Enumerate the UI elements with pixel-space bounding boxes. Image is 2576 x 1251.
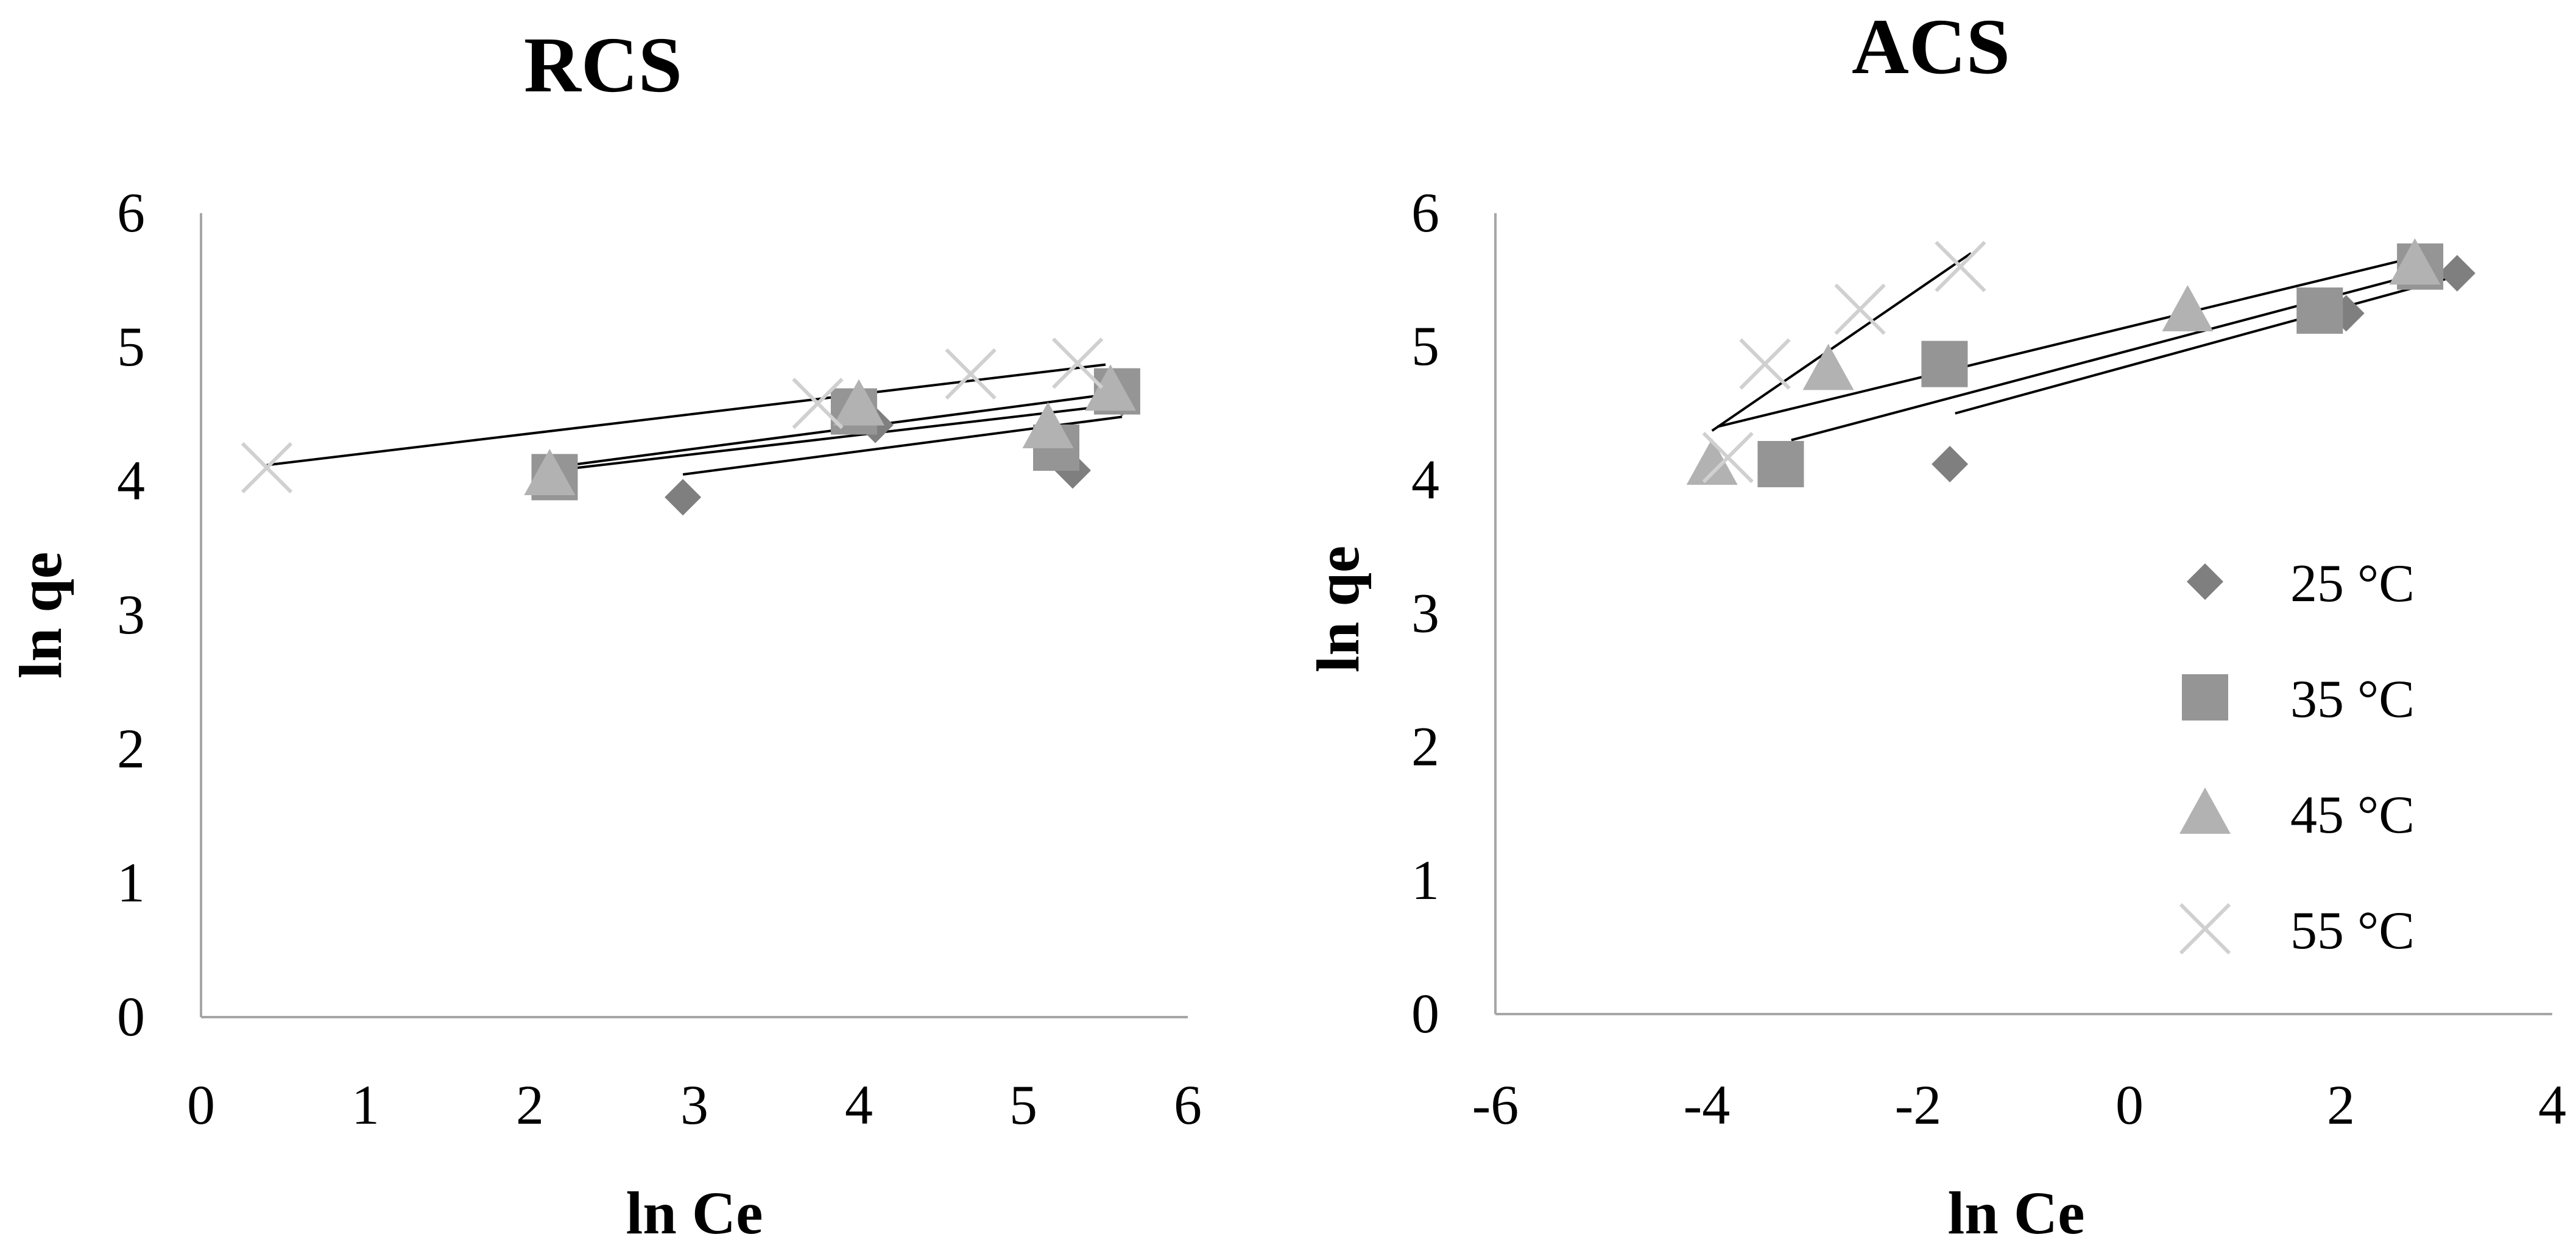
data-point-cross bbox=[241, 442, 293, 494]
data-points bbox=[241, 337, 1140, 516]
data-point-triangle bbox=[1085, 364, 1137, 411]
x-axis-label: ln Ce bbox=[1948, 1179, 2085, 1247]
x-tick-label: -2 bbox=[1895, 1074, 1942, 1136]
y-tick-label: 0 bbox=[1411, 982, 1439, 1045]
y-tick-label: 5 bbox=[1411, 315, 1439, 377]
x-tick-label: 4 bbox=[2538, 1074, 2566, 1136]
y-tick-label: 1 bbox=[1411, 849, 1439, 911]
legend-label: 45 °C bbox=[2290, 786, 2415, 845]
data-point-cross bbox=[792, 378, 844, 429]
data-point-triangle bbox=[1686, 439, 1738, 485]
y-tick-label: 4 bbox=[1411, 448, 1439, 510]
chart-rcs: RCS 0 1 2 3 4 5 6 0 1 2 3 4 5 6 ln Ce ln qe bbox=[7, 21, 1202, 1247]
trendlines bbox=[1711, 252, 2458, 442]
data-point-triangle bbox=[2389, 238, 2441, 285]
data-point-triangle bbox=[833, 379, 884, 426]
y-tick-labels: 0 1 2 3 4 5 6 bbox=[117, 181, 145, 1048]
x-tick-label: -6 bbox=[1472, 1074, 1519, 1136]
y-tick-label: 0 bbox=[117, 985, 145, 1048]
data-point-cross bbox=[1051, 337, 1104, 389]
legend-marker-triangle bbox=[2179, 788, 2231, 834]
x-tick-labels: -6 -4 -2 0 2 4 bbox=[1472, 1074, 2566, 1136]
trendline-diamond bbox=[1955, 275, 2458, 415]
legend-label: 55 °C bbox=[2290, 901, 2415, 960]
legend-label: 25 °C bbox=[2290, 554, 2415, 613]
legend-marker-cross bbox=[2179, 903, 2231, 955]
y-axis-label: ln qe bbox=[7, 552, 74, 678]
legend: 25 °C 35 °C 45 °C 55 °C bbox=[2179, 554, 2415, 960]
data-points bbox=[1686, 238, 2475, 488]
data-point-triangle bbox=[1022, 402, 1074, 448]
x-tick-labels: 0 1 2 3 4 5 6 bbox=[187, 1074, 1202, 1136]
data-point-triangle bbox=[1802, 344, 1854, 390]
chart-title: ACS bbox=[1852, 3, 2010, 91]
x-tick-label: 5 bbox=[1009, 1074, 1037, 1136]
data-point-cross bbox=[1702, 431, 1754, 484]
x-axis-label: ln Ce bbox=[626, 1179, 763, 1247]
chart-acs: ACS 0 1 2 3 4 5 6 -6 -4 -2 0 2 4 25 °C 35 °C 45 °C 55 … bbox=[1304, 3, 2566, 1247]
x-tick-label: -4 bbox=[1684, 1074, 1731, 1136]
y-tick-label: 6 bbox=[1411, 181, 1439, 244]
trendline-square bbox=[554, 403, 1118, 472]
y-tick-label: 2 bbox=[117, 717, 145, 780]
data-point-cross bbox=[1739, 338, 1791, 390]
x-tick-label: 6 bbox=[1174, 1074, 1202, 1136]
data-point-cross bbox=[1834, 283, 1886, 335]
data-point-triangle bbox=[2162, 284, 2214, 331]
legend-label: 35 °C bbox=[2290, 670, 2415, 729]
trendline-triangle bbox=[549, 393, 1111, 469]
y-tick-label: 5 bbox=[117, 315, 145, 378]
trendline-triangle bbox=[1717, 258, 2405, 428]
data-point-diamond bbox=[2438, 255, 2475, 292]
trendline-cross bbox=[1711, 252, 1972, 432]
x-tick-label: 1 bbox=[351, 1074, 379, 1136]
y-tick-label: 6 bbox=[117, 181, 145, 244]
chart-title: RCS bbox=[524, 21, 682, 109]
data-point-triangle bbox=[524, 449, 576, 495]
data-point-square bbox=[2296, 287, 2343, 334]
x-tick-label: 0 bbox=[187, 1074, 215, 1136]
data-point-cross bbox=[945, 348, 997, 400]
y-tick-labels: 0 1 2 3 4 5 6 bbox=[1411, 181, 1439, 1045]
y-tick-label: 4 bbox=[117, 449, 145, 512]
data-point-cross bbox=[1935, 241, 1986, 292]
y-tick-label: 3 bbox=[117, 583, 145, 646]
data-point-diamond bbox=[665, 479, 702, 516]
x-tick-label: 2 bbox=[516, 1074, 544, 1136]
data-point-diamond bbox=[1932, 446, 1969, 483]
y-tick-label: 2 bbox=[1411, 716, 1439, 778]
y-tick-label: 1 bbox=[117, 851, 145, 914]
x-tick-label: 2 bbox=[2327, 1074, 2355, 1136]
x-tick-label: 4 bbox=[845, 1074, 873, 1136]
x-tick-label: 0 bbox=[2115, 1074, 2144, 1136]
y-axis-label: ln qe bbox=[1304, 546, 1372, 672]
data-point-square bbox=[1921, 340, 1968, 387]
trendlines bbox=[266, 363, 1123, 476]
x-tick-label: 3 bbox=[680, 1074, 708, 1136]
legend-marker-square bbox=[2182, 674, 2228, 721]
data-point-square bbox=[1757, 441, 1804, 488]
y-tick-label: 3 bbox=[1411, 582, 1439, 644]
legend-marker-diamond bbox=[2187, 563, 2223, 600]
